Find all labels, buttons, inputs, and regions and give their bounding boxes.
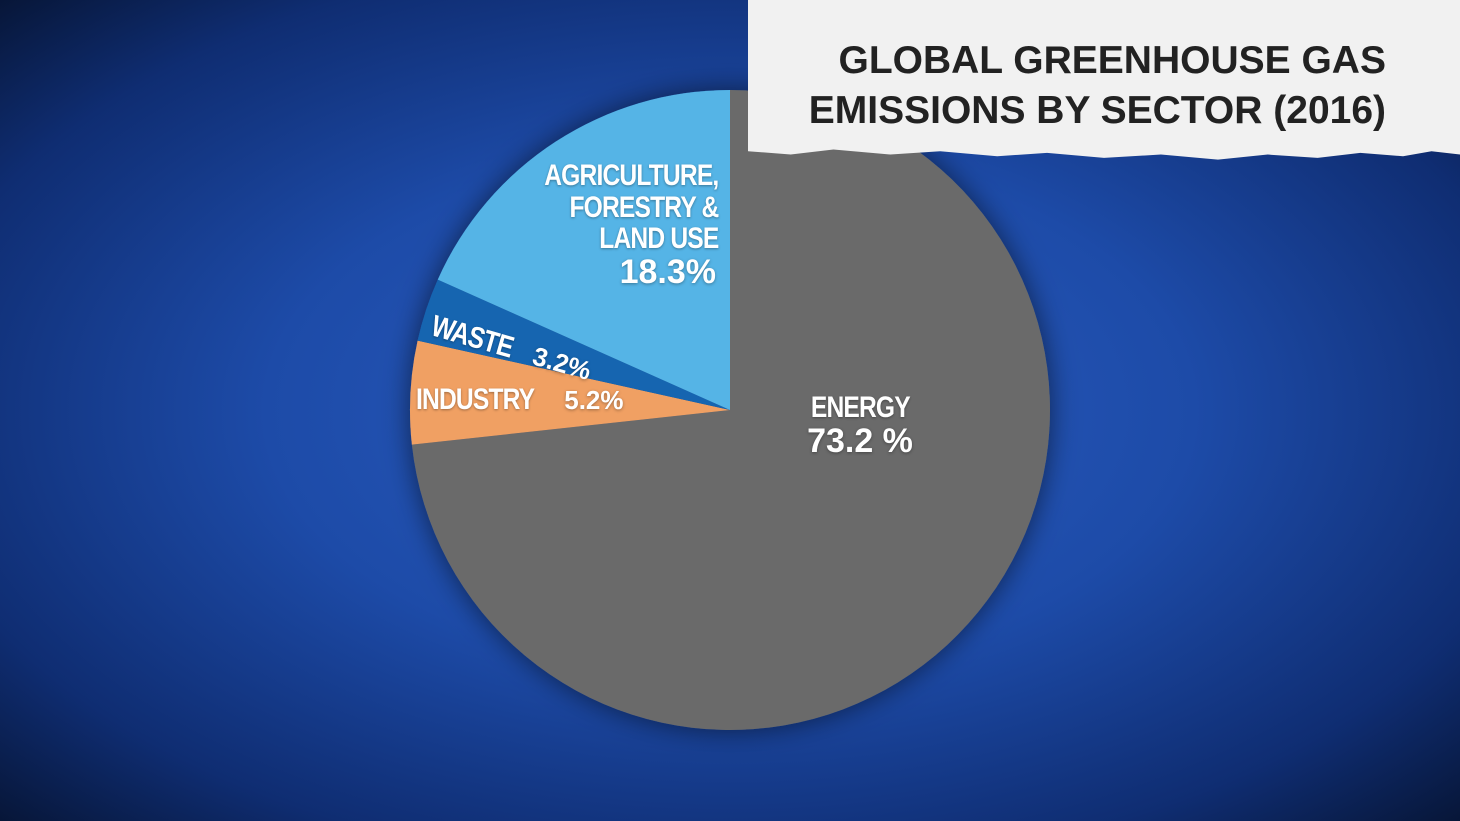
category-label: INDUSTRY — [416, 383, 535, 416]
category-label: AGRICULTURE, FORESTRY & LAND USE — [544, 159, 719, 255]
value-label: 73.2 % — [807, 421, 913, 460]
pie-slice — [410, 340, 730, 445]
title-paper — [748, 0, 1460, 160]
pie-slice — [437, 90, 730, 410]
slice-label: INDUSTRY 5.2% — [416, 384, 624, 416]
pie — [410, 90, 1051, 730]
category-label: ENERGY — [810, 391, 911, 424]
pie-slice — [411, 90, 1051, 730]
value-label: 5.2% — [564, 385, 624, 415]
chart-title: GLOBAL GREENHOUSE GAS EMISSIONS BY SECTO… — [808, 39, 1386, 132]
slice-label: ENERGY 73.2 % — [700, 392, 1020, 459]
value-label: 18.3% — [619, 252, 716, 291]
slice-label: AGRICULTURE, FORESTRY & LAND USE 18.3% — [506, 159, 719, 291]
pie-slice — [417, 279, 730, 410]
